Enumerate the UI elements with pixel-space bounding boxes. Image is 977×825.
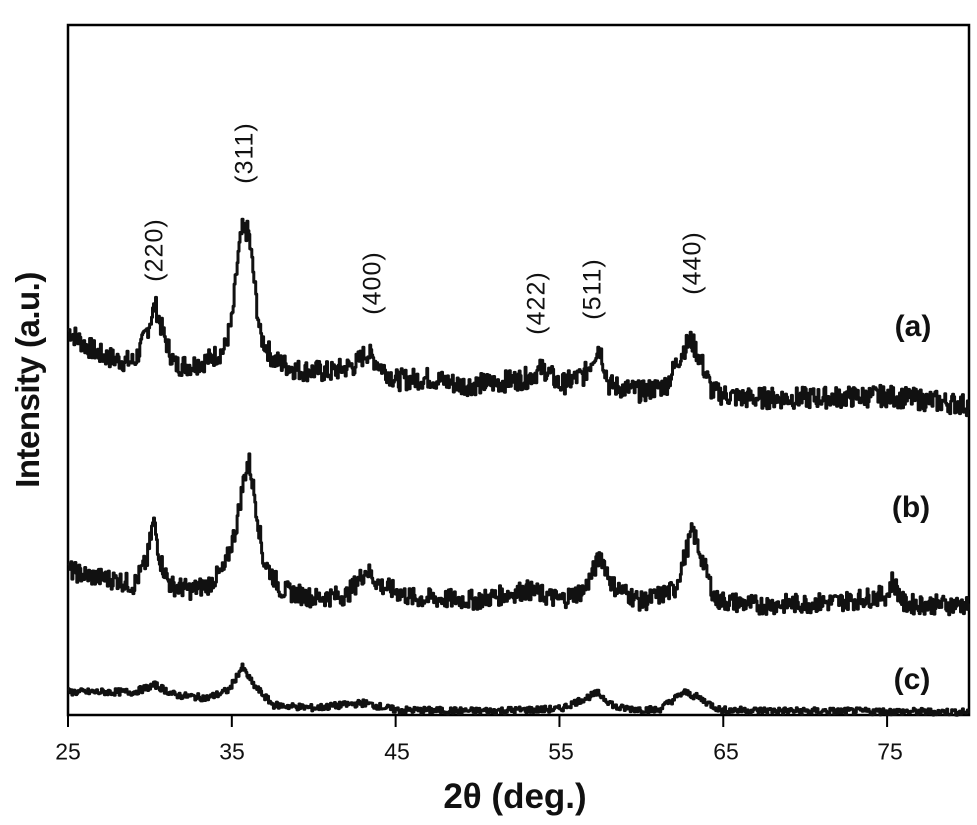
x-axis-label: 2θ (deg.)	[443, 777, 587, 816]
peak-label-440: (440)	[678, 231, 707, 295]
series-label-a: (a)	[894, 310, 932, 343]
series-curve-1	[67, 452, 970, 617]
peak-label-422: (422)	[522, 271, 551, 335]
y-axis-label: Intensity (a.u.)	[9, 272, 46, 488]
x-axis-ticks	[67, 715, 889, 727]
peak-label-511: (511)	[578, 258, 607, 320]
series-curve-0	[67, 217, 970, 418]
peak-label-400: (400)	[358, 251, 387, 315]
plot-frame	[66, 23, 971, 717]
x-tick-label-55: 55	[548, 738, 574, 765]
x-tick-label-45: 45	[384, 738, 410, 765]
peak-label-311: (311)	[230, 122, 259, 184]
x-tick-label-65: 65	[713, 738, 739, 765]
series-label-c: (c)	[893, 663, 931, 696]
series-label-b: (b)	[891, 491, 931, 524]
xrd-curves	[67, 217, 970, 717]
x-tick-label-35: 35	[219, 738, 245, 765]
x-tick-label-25: 25	[55, 738, 81, 765]
peak-label-220: (220)	[140, 218, 169, 282]
series-curve-2	[67, 662, 970, 717]
x-tick-label-75: 75	[877, 738, 903, 765]
